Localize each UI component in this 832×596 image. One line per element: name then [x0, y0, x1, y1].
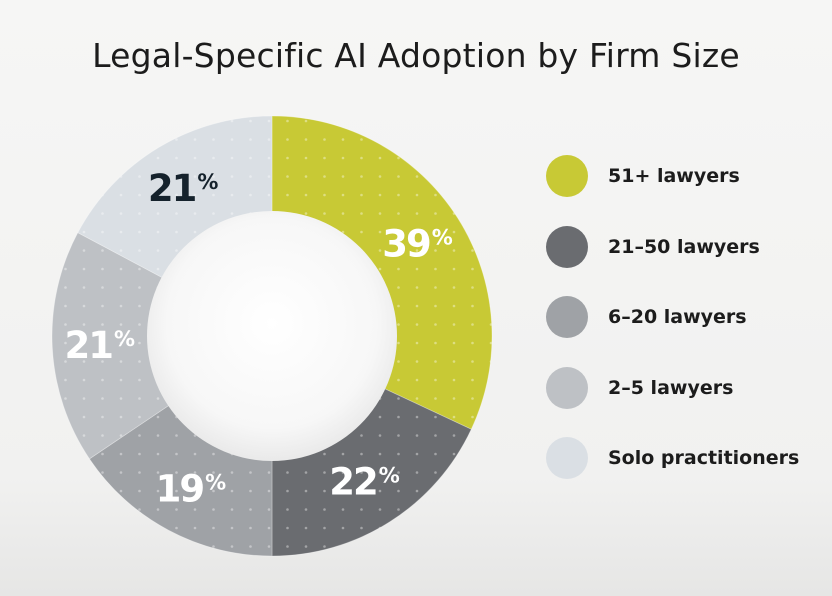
- value-label-solo-practitioners: 21%: [148, 167, 219, 210]
- legend-label-51-lawyers: 51+ lawyers: [608, 165, 740, 187]
- value-label-2-5-lawyers: 21%: [64, 324, 135, 367]
- chart-title: Legal-Specific AI Adoption by Firm Size: [92, 36, 740, 75]
- donut-hole: [147, 211, 397, 461]
- value-label-6-20-lawyers: 19%: [156, 467, 227, 510]
- legend-swatch-51-lawyers: [546, 155, 588, 197]
- value-label-51-lawyers: 39%: [382, 222, 453, 265]
- legend-label-21-50-lawyers: 21–50 lawyers: [608, 235, 760, 258]
- legend-item-6-20-lawyers: 6–20 lawyers: [546, 295, 747, 339]
- legend-label-6-20-lawyers: 6–20 lawyers: [608, 306, 747, 328]
- legend-item-solo-practitioners: Solo practitioners: [546, 436, 799, 480]
- legend-label-2-5-lawyers: 2–5 lawyers: [608, 376, 734, 399]
- legend-item-2-5-lawyers: 2–5 lawyers: [546, 366, 733, 410]
- legend-item-21-50-lawyers: 21–50 lawyers: [546, 225, 760, 269]
- legend-swatch-2-5-lawyers: [546, 366, 588, 409]
- legend-swatch-solo-practitioners: [546, 437, 588, 479]
- value-label-21-50-lawyers: 22%: [329, 461, 400, 504]
- legend-item-51-lawyers: 51+ lawyers: [546, 154, 740, 198]
- legend-swatch-21-50-lawyers: [546, 225, 588, 268]
- value-labels: 39% 22% 19% 21% 21%: [64, 167, 452, 510]
- legend-label-solo-practitioners: Solo practitioners: [608, 447, 800, 469]
- legend-swatch-6-20-lawyers: [546, 296, 588, 338]
